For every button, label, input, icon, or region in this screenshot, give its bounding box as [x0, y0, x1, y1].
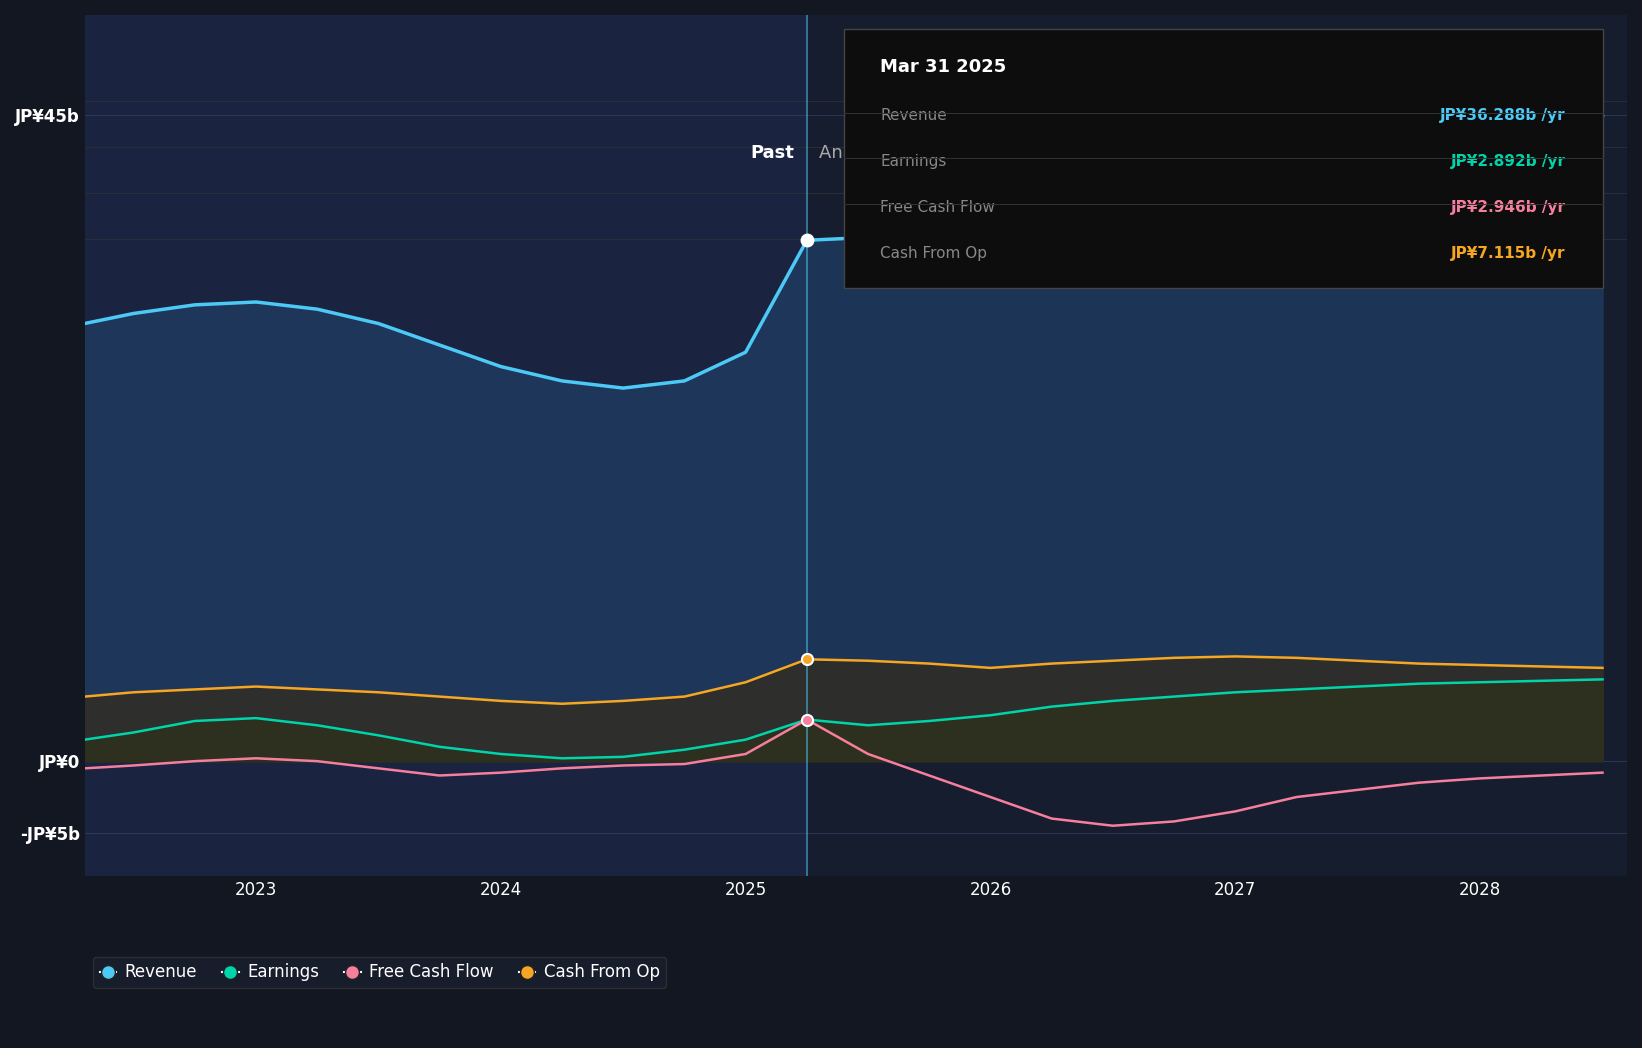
- Text: Mar 31 2025: Mar 31 2025: [880, 58, 1007, 77]
- Bar: [85, 15, 806, 876]
- Text: JP¥2.946b /yr: JP¥2.946b /yr: [1452, 200, 1566, 215]
- Text: JP¥2.892b /yr: JP¥2.892b /yr: [1452, 154, 1566, 169]
- Legend: Revenue, Earnings, Free Cash Flow, Cash From Op: Revenue, Earnings, Free Cash Flow, Cash …: [94, 957, 667, 988]
- Text: Cash From Op: Cash From Op: [880, 246, 987, 261]
- Text: Revenue: Revenue: [880, 108, 947, 124]
- Bar: [844, 29, 1603, 287]
- Text: Past: Past: [750, 145, 795, 162]
- Text: Analysts Forecasts: Analysts Forecasts: [819, 145, 987, 162]
- Text: Free Cash Flow: Free Cash Flow: [880, 200, 995, 215]
- Text: JP¥7.115b /yr: JP¥7.115b /yr: [1452, 246, 1566, 261]
- Bar: [806, 15, 1627, 876]
- Text: JP¥36.288b /yr: JP¥36.288b /yr: [1440, 108, 1566, 124]
- Text: Earnings: Earnings: [880, 154, 947, 169]
